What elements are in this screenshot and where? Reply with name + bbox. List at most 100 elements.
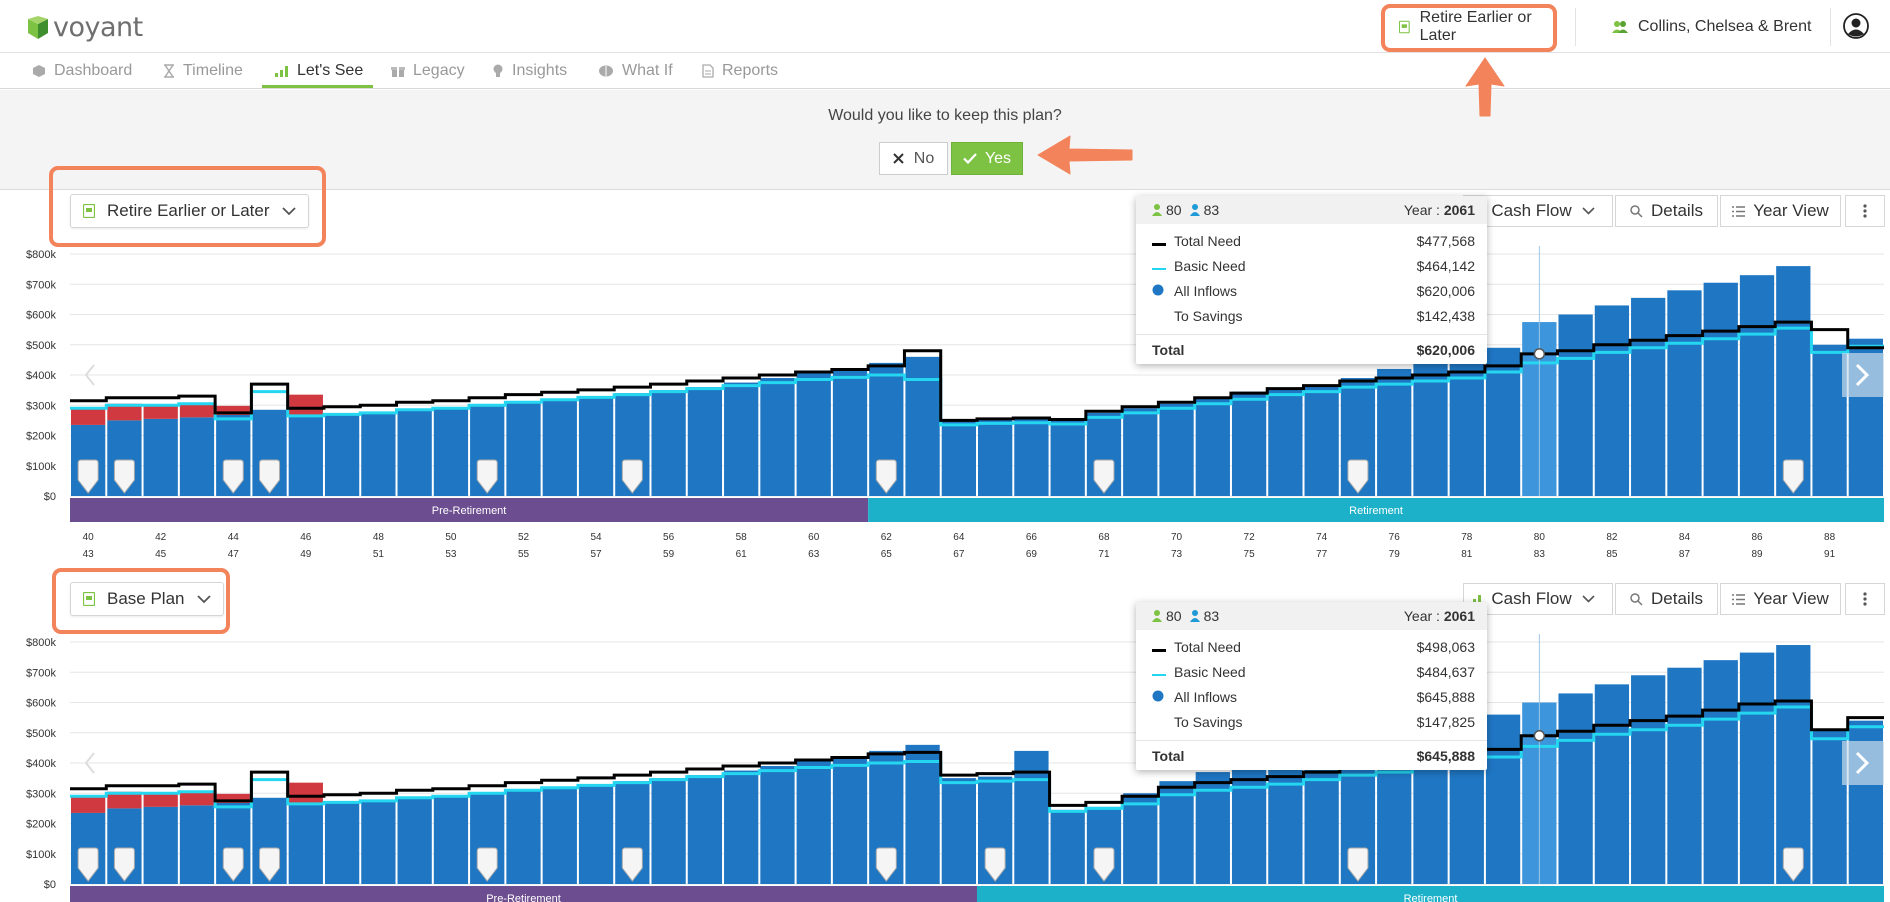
- tab-legacy[interactable]: Legacy: [391, 53, 465, 89]
- life-event-marker: [222, 459, 244, 494]
- cash-flow-label: Cash Flow: [1491, 201, 1572, 220]
- tab-what-if[interactable]: What If: [598, 53, 673, 89]
- basic-need-legend-icon: [1152, 258, 1166, 274]
- inflow-bar: [796, 761, 831, 884]
- details-button-top[interactable]: Details: [1615, 195, 1718, 227]
- cash-flow-dropdown-bottom[interactable]: Cash Flow: [1463, 583, 1613, 615]
- inflow-bar: [1703, 282, 1738, 496]
- annotation-box-plan-name: [1381, 4, 1557, 52]
- gift-icon: [391, 67, 405, 77]
- inflow-bar: [724, 382, 759, 496]
- scroll-right-button: [1842, 353, 1884, 397]
- age-label-person-2: 81: [1461, 549, 1473, 560]
- plan-select-dropdown-top[interactable]: Retire Earlier or Later: [70, 194, 309, 228]
- household-label: Collins, Chelsea & Brent: [1638, 18, 1812, 35]
- tooltip-row-basic-need: Basic Need $464,142: [1136, 253, 1487, 278]
- tab-lets-see[interactable]: Let's See: [275, 53, 363, 89]
- voyant-logo[interactable]: voyant: [26, 12, 143, 43]
- tooltip-age-2: 83: [1203, 202, 1220, 218]
- inflow-bar: [1050, 418, 1085, 496]
- keep-plan-question: Would you like to keep this plan?: [828, 107, 1062, 124]
- plan-select-dropdown-bottom[interactable]: Base Plan: [70, 582, 224, 616]
- age-label-person-1: 80: [1534, 532, 1546, 543]
- y-tick-label: $800k: [26, 249, 56, 261]
- tab-label: What If: [622, 62, 673, 79]
- shortfall-bar: [216, 405, 251, 415]
- yes-button[interactable]: Yes: [951, 142, 1023, 175]
- total-value: $645,888: [1416, 747, 1475, 764]
- inflow-bar: [651, 390, 686, 496]
- y-tick-label: $300k: [26, 788, 56, 800]
- current-plan-button[interactable]: Retire Earlier or Later: [1387, 8, 1555, 46]
- tab-dashboard[interactable]: Dashboard: [32, 53, 132, 89]
- inflow-bar: [397, 409, 432, 496]
- chevron-down-icon: [196, 594, 211, 603]
- retirement-label: Retirement: [1404, 893, 1458, 902]
- cube-icon: [33, 65, 45, 77]
- total-need-legend-icon: [1152, 233, 1166, 249]
- cash-flow-dropdown-top[interactable]: Cash Flow: [1463, 195, 1613, 227]
- year-label: Year :: [1403, 202, 1440, 218]
- list-icon: [1732, 205, 1746, 217]
- year-tooltip-top: 80 83 Year : 2061 Total Need $477,568 Ba…: [1136, 196, 1487, 364]
- cash-flow-chart-top[interactable]: $0 $100k $200k $300k $400k $500k $600k $700k $80…: [0, 230, 1890, 610]
- age-label-person-2: 89: [1751, 549, 1763, 560]
- tooltip-row-to-savings: To Savings $147,825: [1136, 709, 1487, 734]
- plan-select-label: Base Plan: [107, 589, 185, 608]
- no-button[interactable]: No: [879, 142, 948, 175]
- shortfall-bar: [107, 403, 142, 421]
- header-divider: [1830, 8, 1831, 46]
- pre-retirement-band: [70, 886, 977, 902]
- list-icon: [1732, 593, 1746, 605]
- inflow-bar: [361, 412, 396, 496]
- tooltip-age-1: 80: [1166, 608, 1182, 624]
- year-label: Year :: [1403, 608, 1440, 624]
- retirement-label: Retirement: [1349, 505, 1403, 517]
- tab-insights[interactable]: Insights: [492, 53, 567, 89]
- person-icon: [1152, 610, 1162, 622]
- shortfall-bar: [179, 791, 215, 806]
- year-view-button-top[interactable]: Year View: [1720, 195, 1841, 227]
- year-view-label: Year View: [1753, 201, 1829, 220]
- inflow-bar: [433, 408, 469, 496]
- age-label-person-1: 50: [445, 532, 457, 543]
- life-event-marker: [259, 459, 281, 494]
- life-event-marker: [875, 459, 897, 494]
- total-label: Total: [1152, 341, 1185, 358]
- chevron-down-icon: [1582, 595, 1595, 603]
- tab-label: Reports: [722, 62, 779, 79]
- life-event-marker: [1347, 459, 1369, 494]
- keep-plan-banner: Would you like to keep this plan? No Yes: [0, 90, 1890, 190]
- more-options-button-bottom[interactable]: [1845, 583, 1885, 615]
- total-label: Total: [1152, 747, 1185, 764]
- year-view-button-bottom[interactable]: Year View: [1720, 583, 1841, 615]
- row-label: Total Need: [1174, 638, 1241, 655]
- life-event-marker: [77, 847, 99, 882]
- details-button-bottom[interactable]: Details: [1615, 583, 1718, 615]
- life-event-marker: [1093, 847, 1115, 882]
- shortfall-bar: [71, 408, 106, 425]
- inflow-bar: [1413, 362, 1448, 496]
- cash-flow-chart-bottom[interactable]: $0 $100k $200k $300k $400k $500k $600k $700k $80…: [0, 618, 1890, 902]
- inflow-bar: [542, 399, 577, 496]
- age-label-person-2: 85: [1606, 549, 1618, 560]
- tab-reports[interactable]: Reports: [702, 53, 778, 89]
- more-options-button-top[interactable]: [1845, 195, 1885, 227]
- user-account-icon[interactable]: [1843, 13, 1869, 39]
- age-label-person-1: 54: [590, 532, 602, 543]
- tab-timeline[interactable]: Timeline: [163, 53, 243, 89]
- tooltip-row-to-savings: To Savings $142,438: [1136, 303, 1487, 328]
- household-button[interactable]: Collins, Chelsea & Brent: [1612, 8, 1811, 46]
- inflow-bar: [288, 415, 323, 496]
- age-label-person-2: 59: [663, 549, 675, 560]
- person-icon: [1152, 204, 1162, 216]
- age-label-person-2: 87: [1679, 549, 1691, 560]
- tooltip-year: Year : 2061: [1404, 202, 1475, 218]
- y-tick-label: $700k: [26, 667, 56, 679]
- inflow-bar: [1594, 305, 1630, 496]
- age-label-person-2: 63: [808, 549, 820, 560]
- age-label-person-2: 47: [228, 549, 240, 560]
- shortfall-bar: [288, 394, 323, 416]
- kebab-menu-icon: [1863, 204, 1867, 218]
- basic-need-line: [70, 326, 1884, 427]
